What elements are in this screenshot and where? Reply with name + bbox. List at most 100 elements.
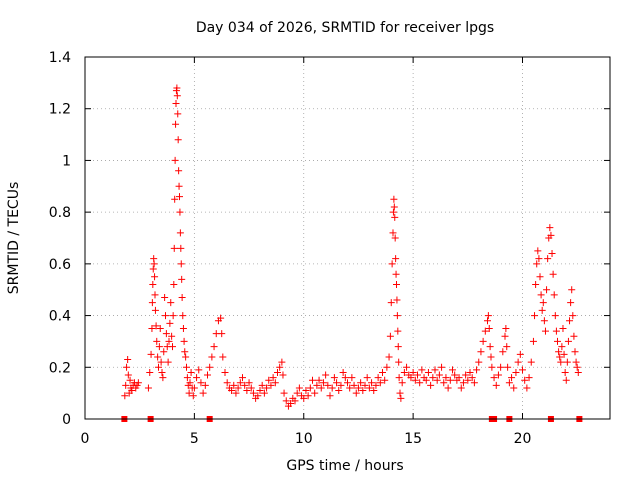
data-point (414, 371, 421, 379)
data-point (560, 350, 568, 358)
data-point (293, 389, 301, 397)
data-point (394, 327, 402, 335)
y-tick-label: 0.6 (49, 257, 71, 273)
data-point (363, 374, 371, 382)
data-point (269, 374, 277, 382)
data-point (523, 384, 531, 392)
data-point (552, 327, 560, 335)
data-point (256, 387, 264, 395)
y-tick-label: 0.8 (49, 205, 71, 221)
data-point (186, 379, 194, 387)
data-point (245, 379, 253, 387)
data-point (126, 376, 134, 384)
data-point (124, 371, 132, 379)
data-point (241, 381, 249, 389)
data-point (217, 314, 225, 322)
data-point (206, 363, 214, 371)
data-point (176, 229, 184, 237)
data-point (429, 374, 437, 382)
data-point (282, 397, 290, 405)
data-point (151, 291, 159, 299)
data-point (536, 273, 544, 281)
data-point (505, 379, 513, 387)
data-point (479, 337, 487, 345)
data-point (178, 275, 186, 283)
data-point (485, 325, 493, 332)
data-point (395, 358, 403, 366)
data-point (263, 384, 271, 392)
data-point (543, 286, 551, 294)
data-point (521, 376, 529, 384)
data-point (124, 356, 132, 364)
data-point (230, 381, 238, 389)
data-point (392, 270, 400, 278)
data-point (337, 381, 345, 389)
data-point (365, 384, 373, 392)
data-point (148, 325, 156, 332)
data-point (488, 363, 496, 371)
plot-frame (84, 56, 611, 420)
y-tick-label: 1.4 (49, 50, 71, 66)
data-point (172, 120, 180, 128)
data-point (486, 343, 494, 351)
x-tick-label: 15 (404, 431, 422, 447)
data-point (173, 92, 181, 100)
data-point (551, 312, 559, 320)
data-point (175, 182, 183, 190)
data-point (232, 389, 240, 397)
data-point (218, 330, 226, 338)
data-point (535, 255, 543, 263)
data-point (195, 366, 203, 374)
data-point (566, 317, 574, 325)
data-point (197, 379, 205, 387)
y-tick-label: 1.2 (49, 102, 71, 118)
data-point (348, 374, 356, 382)
x-tick-label: 10 (295, 431, 313, 447)
data-point (564, 337, 572, 345)
data-point (183, 374, 191, 382)
data-point (466, 368, 474, 376)
data-point (549, 270, 557, 278)
data-point (187, 368, 195, 376)
data-point (201, 381, 209, 389)
data-point (407, 374, 415, 382)
data-point (357, 379, 365, 387)
data-point (346, 384, 354, 392)
data-point (570, 332, 578, 340)
data-point (508, 374, 516, 382)
data-point (352, 389, 360, 397)
data-point (153, 337, 161, 345)
data-point (239, 374, 246, 382)
data-point (534, 247, 542, 255)
data-point (319, 379, 327, 387)
data-point (165, 337, 173, 345)
data-point (274, 368, 281, 376)
data-point (172, 100, 180, 108)
data-point (271, 379, 279, 387)
data-point (438, 363, 446, 371)
data-point (562, 376, 570, 384)
data-point (550, 291, 558, 299)
data-point (243, 387, 251, 395)
data-point (354, 384, 362, 392)
data-point (183, 363, 190, 371)
data-point (387, 299, 395, 307)
data-point (386, 332, 394, 340)
y-tick-label: 0.2 (49, 360, 71, 376)
data-point (150, 260, 158, 268)
data-point (393, 296, 401, 304)
x-axis-label: GPS time / hours (286, 458, 403, 474)
data-point (391, 213, 399, 221)
data-point (179, 312, 187, 320)
data-point (236, 379, 244, 387)
data-point (228, 387, 236, 395)
data-point (295, 384, 303, 392)
data-point (121, 392, 129, 400)
data-point (459, 379, 467, 387)
data-point (391, 234, 399, 242)
data-point (544, 255, 552, 263)
data-point (481, 327, 489, 335)
data-point (444, 384, 452, 392)
data-point (159, 374, 167, 382)
data-point (368, 379, 376, 387)
